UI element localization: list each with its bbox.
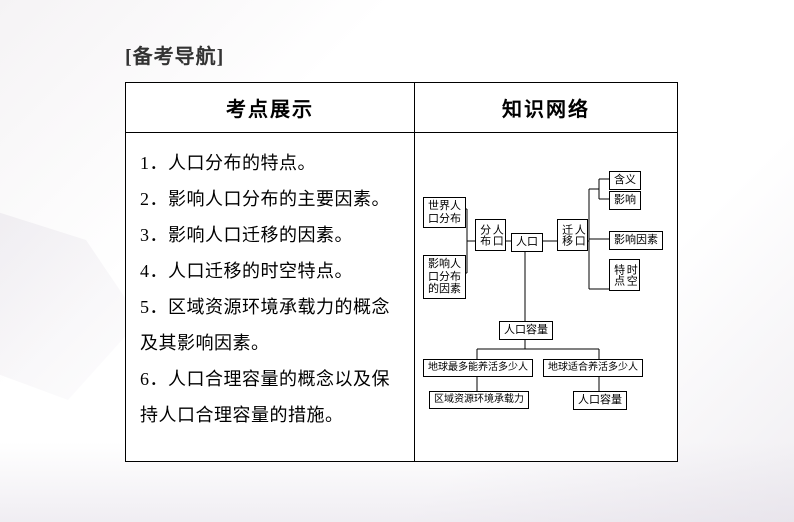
node-pop-capacity: 人口容量 — [499, 321, 553, 340]
node-meaning: 含义 — [609, 171, 641, 190]
node-infl-factors2: 影响因素 — [609, 231, 663, 250]
list-item: 2．影响人口分布的主要因素。 — [140, 181, 400, 217]
node-population: 人口 — [511, 233, 543, 252]
list-item: 3．影响人口迁移的因素。 — [140, 217, 400, 253]
node-label: 人口 分布 — [479, 224, 504, 246]
node-earth-suitable: 地球适合养活多少人 — [543, 359, 643, 377]
header-left: 考点展示 — [126, 83, 415, 133]
page-title: [备考导航] — [125, 40, 224, 69]
node-pop-migration: 人口 迁移 — [557, 219, 588, 251]
node-regional: 区域资源环境承载力 — [429, 391, 529, 409]
node-label: 世界人 口分布 — [428, 200, 461, 225]
node-label: 时空 特点 — [613, 264, 638, 286]
bg-shape-left — [0, 200, 140, 400]
node-pop-capacity2: 人口容量 — [573, 391, 627, 410]
node-label: 影响人 口分布 的因素 — [428, 258, 461, 296]
header-right: 知识网络 — [415, 83, 678, 133]
content-left: 1．人口分布的特点。 2．影响人口分布的主要因素。 3．影响人口迁移的因素。 4… — [126, 133, 415, 462]
knowledge-diagram: 世界人 口分布 影响人 口分布 的因素 人口 分布 人口 人口 迁移 含义 影响… — [421, 141, 671, 453]
node-pop-dist: 人口 分布 — [475, 219, 506, 251]
diagram-cell: 世界人 口分布 影响人 口分布 的因素 人口 分布 人口 人口 迁移 含义 影响… — [415, 133, 678, 462]
node-spacetime: 时空 特点 — [609, 259, 640, 291]
node-influence-factors: 影响人 口分布 的因素 — [423, 255, 466, 299]
list-item: 5．区域资源环境承载力的概念及其影响因素。 — [140, 289, 400, 361]
list-item: 6．人口合理容量的概念以及保持人口合理容量的措施。 — [140, 361, 400, 433]
node-world-dist: 世界人 口分布 — [423, 197, 466, 228]
node-earth-max: 地球最多能养活多少人 — [423, 359, 533, 377]
main-table: 考点展示 知识网络 1．人口分布的特点。 2．影响人口分布的主要因素。 3．影响… — [125, 82, 678, 462]
node-impact: 影响 — [609, 191, 641, 210]
node-label: 人口 迁移 — [561, 224, 586, 246]
list-item: 4．人口迁移的时空特点。 — [140, 253, 400, 289]
list-item: 1．人口分布的特点。 — [140, 145, 400, 181]
